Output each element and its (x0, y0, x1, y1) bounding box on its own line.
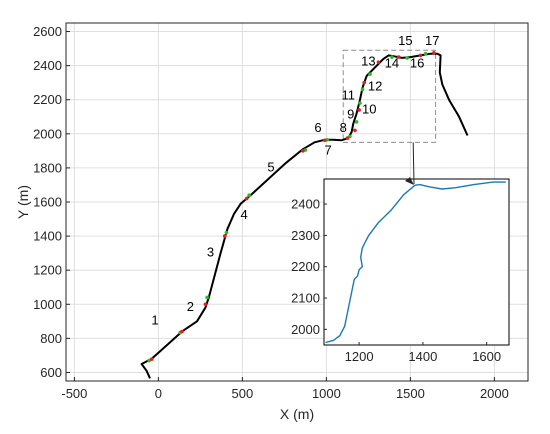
segment-start-marker (358, 101, 362, 105)
inset-trajectory-line (325, 181, 506, 344)
segment-end-marker (322, 138, 327, 143)
segment-end-marker (180, 329, 184, 334)
inset-x-tick-label: 1200 (345, 349, 374, 364)
segment-label: 3 (207, 245, 214, 260)
segment-end-marker (396, 55, 401, 59)
segment-end-marker (418, 53, 423, 58)
segment-label: 16 (410, 55, 424, 70)
segment-label: 5 (267, 159, 274, 174)
inset-y-tick-label: 2200 (291, 259, 320, 274)
y-tick-label: 600 (40, 365, 62, 380)
segment-start-marker (205, 295, 209, 300)
inset-chart: 1200 1400 1600 2000 2100 2200 2300 2400 (291, 142, 510, 364)
segment-start-marker (224, 230, 229, 235)
inset-y-tick-label: 2400 (291, 197, 320, 212)
zoom-box (342, 49, 437, 143)
segment-label: 11 (341, 88, 355, 103)
main-axes-frame (65, 22, 529, 382)
segment-end-marker (301, 149, 305, 153)
segment-start-marker (390, 55, 394, 59)
segment-label: 12 (368, 78, 382, 93)
segment-label: 2 (187, 299, 194, 314)
segment-end-marker (244, 196, 249, 201)
segment-end-marker (432, 51, 436, 55)
segment-label: 13 (361, 54, 375, 69)
x-tick-label: 1500 (396, 386, 425, 401)
y-tick-label: 1600 (33, 195, 62, 210)
segment-start-marker (247, 193, 251, 197)
segment-label: 1 (151, 313, 158, 328)
segment-label: 8 (340, 120, 347, 135)
inset-y-tick-label: 2000 (291, 322, 320, 337)
segment-start-marker (423, 51, 428, 56)
y-tick-label: 1200 (33, 263, 62, 278)
y-tick-label: 800 (40, 331, 62, 346)
y-tick-label: 2600 (33, 24, 62, 39)
segment-start-marker (348, 134, 352, 139)
inset-x-tick-label: 1400 (408, 349, 437, 364)
segment-start-marker (368, 72, 372, 76)
segment-start-marker (360, 87, 365, 92)
zoom-connector-arrow (412, 142, 415, 185)
segment-end-marker (345, 136, 350, 140)
y-tick-label: 2400 (33, 58, 62, 73)
segment-label: 9 (347, 106, 354, 121)
y-tick-label: 1400 (33, 229, 62, 244)
main-ticks: -500 0 500 1000 1500 200060080010001200140016… (33, 24, 509, 401)
segment-label: 17 (425, 33, 439, 48)
inset-axes-frame (323, 178, 510, 346)
y-tick-label: 2000 (33, 126, 62, 141)
segment-label: 7 (324, 142, 331, 157)
x-tick-label: 2000 (480, 386, 509, 401)
segment-label: 4 (240, 207, 247, 222)
x-tick-label: 500 (232, 386, 254, 401)
segment-end-marker (376, 60, 381, 65)
segment-end-marker (362, 80, 367, 85)
y-tick-label: 1000 (33, 297, 62, 312)
inset-y-tick-label: 2300 (291, 228, 320, 243)
x-tick-label: 0 (155, 386, 162, 401)
x-tick-label: 1000 (312, 386, 341, 401)
segment-label: 15 (398, 33, 412, 48)
segment-start-marker (354, 120, 359, 124)
segment-label: 6 (314, 120, 321, 135)
segment-label: 10 (362, 101, 376, 116)
segment-label: 14 (385, 55, 399, 70)
y-axis-label: Y (m) (15, 185, 31, 219)
inset-y-tick-label: 2100 (291, 291, 320, 306)
x-axis-label: X (m) (280, 406, 314, 422)
inset-x-tick-label: 1600 (472, 349, 501, 364)
x-tick-label: -500 (61, 386, 87, 401)
segment-start-marker (405, 56, 409, 60)
segment-end-marker (353, 128, 357, 133)
arrowhead (405, 177, 414, 185)
y-tick-label: 2200 (33, 92, 62, 107)
segment-end-marker (149, 357, 154, 361)
segment-end-marker (357, 108, 361, 112)
y-tick-label: 1800 (33, 160, 62, 175)
segment-end-marker (203, 302, 208, 307)
segment-end-marker (222, 234, 227, 238)
